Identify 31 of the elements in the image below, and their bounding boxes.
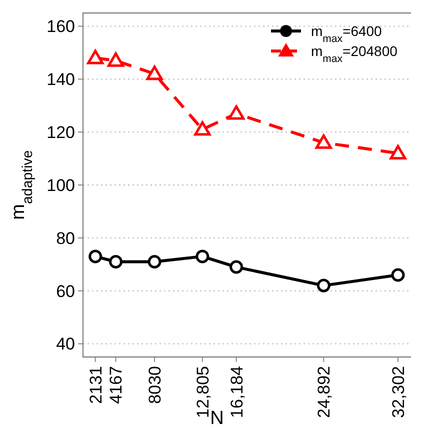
point <box>87 50 104 64</box>
legend-label: m$_{max}$=204800 <box>311 42 398 65</box>
point <box>146 66 163 80</box>
x-tick-label: 32,302 <box>388 366 408 418</box>
point <box>109 254 123 268</box>
point <box>391 268 405 282</box>
x-tick-label: 24,892 <box>314 366 334 418</box>
point <box>196 250 210 264</box>
y-tick-label: 160 <box>46 17 75 36</box>
y-tick-label: 140 <box>46 70 75 90</box>
x-tick-label: 2131 <box>86 366 106 404</box>
y-tick-label: 80 <box>56 228 75 248</box>
point <box>316 278 330 292</box>
legend-label: m$_{max}$=6400 <box>311 22 382 45</box>
point <box>230 260 244 274</box>
x-tick-label: 4167 <box>106 366 126 404</box>
point <box>390 144 406 160</box>
x-axis-title: N <box>210 408 224 428</box>
point <box>148 254 162 268</box>
point <box>194 121 211 136</box>
point <box>108 52 124 67</box>
x-tick-label: 8030 <box>145 366 164 404</box>
y-tick-label: 100 <box>46 176 75 195</box>
y-tick-label: 60 <box>56 282 75 301</box>
y-tick-label: 40 <box>56 334 75 354</box>
point <box>228 105 245 120</box>
x-tick-label: 16,184 <box>227 366 246 418</box>
x-tick-label: 12,805 <box>193 366 212 418</box>
point <box>315 134 332 149</box>
point <box>88 250 102 264</box>
y-tick-label: 120 <box>46 123 75 142</box>
